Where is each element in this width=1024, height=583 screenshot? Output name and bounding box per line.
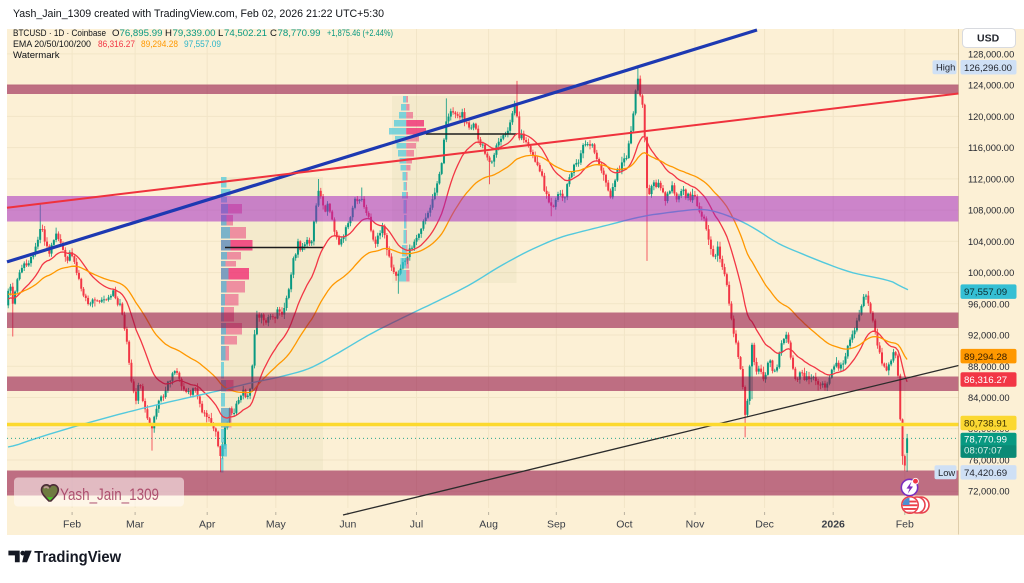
svg-text:H: H [165, 28, 172, 39]
svg-text:126,296.00: 126,296.00 [964, 63, 1012, 74]
svg-text:May: May [266, 519, 287, 531]
svg-text:Jun: Jun [339, 519, 356, 531]
svg-text:TradingView: TradingView [34, 549, 122, 566]
svg-text:100,000.00: 100,000.00 [968, 267, 1014, 278]
svg-text:92,000.00: 92,000.00 [968, 330, 1010, 341]
svg-text:Apr: Apr [199, 519, 216, 531]
svg-text:120,000.00: 120,000.00 [968, 111, 1014, 122]
svg-text:89,294.28: 89,294.28 [964, 352, 1007, 363]
svg-text:76,895.99: 76,895.99 [120, 28, 163, 39]
svg-text:Dec: Dec [755, 519, 774, 531]
svg-text:116,000.00: 116,000.00 [968, 142, 1014, 153]
svg-text:Mar: Mar [126, 519, 145, 531]
svg-text:112,000.00: 112,000.00 [968, 173, 1014, 184]
svg-text:Sep: Sep [547, 519, 566, 531]
svg-text:97,557.09: 97,557.09 [184, 39, 221, 50]
svg-text:89,294.28: 89,294.28 [141, 39, 178, 50]
svg-text:Oct: Oct [616, 519, 632, 531]
svg-text:96,000.00: 96,000.00 [968, 298, 1010, 309]
svg-text:Aug: Aug [479, 519, 498, 531]
svg-text:84,000.00: 84,000.00 [968, 392, 1010, 403]
svg-text:79,339.00: 79,339.00 [173, 28, 216, 39]
svg-text:104,000.00: 104,000.00 [968, 236, 1014, 247]
svg-text:128,000.00: 128,000.00 [968, 48, 1014, 59]
svg-text:Feb: Feb [63, 519, 81, 531]
svg-text:78,770.99: 78,770.99 [964, 434, 1007, 445]
svg-text:108,000.00: 108,000.00 [968, 205, 1014, 216]
svg-text:Yash_Jain_1309 created with Tr: Yash_Jain_1309 created with TradingView.… [13, 8, 384, 20]
svg-text:O: O [112, 28, 119, 39]
svg-text:Yash_Jain_1309: Yash_Jain_1309 [60, 485, 159, 504]
svg-text:Watermark: Watermark [13, 50, 60, 61]
svg-text:BTCUSD · 1D · Coinbase: BTCUSD · 1D · Coinbase [13, 28, 106, 39]
svg-text:C: C [270, 28, 277, 39]
svg-text:2026: 2026 [822, 519, 846, 531]
svg-text:Nov: Nov [686, 519, 705, 531]
svg-text:08:07:07: 08:07:07 [964, 445, 1002, 455]
svg-text:72,000.00: 72,000.00 [968, 486, 1010, 497]
svg-text:High: High [936, 62, 955, 73]
svg-text:80,738.91: 80,738.91 [964, 419, 1007, 430]
svg-text:97,557.09: 97,557.09 [964, 287, 1007, 298]
svg-text:Jul: Jul [410, 519, 423, 531]
svg-text:EMA 20/50/100/200: EMA 20/50/100/200 [13, 39, 91, 50]
svg-text:74,420.69: 74,420.69 [964, 468, 1007, 479]
svg-text:Low: Low [938, 467, 955, 478]
svg-text:USD: USD [977, 33, 1000, 45]
svg-text:86,316.27: 86,316.27 [964, 375, 1007, 386]
svg-text:124,000.00: 124,000.00 [968, 80, 1014, 91]
svg-text:78,770.99: 78,770.99 [278, 28, 321, 39]
svg-text:Feb: Feb [896, 519, 914, 531]
svg-text:86,316.27: 86,316.27 [98, 39, 135, 50]
svg-text:+1,875.46 (+2.44%): +1,875.46 (+2.44%) [327, 28, 393, 39]
svg-text:74,502.21: 74,502.21 [224, 28, 267, 39]
